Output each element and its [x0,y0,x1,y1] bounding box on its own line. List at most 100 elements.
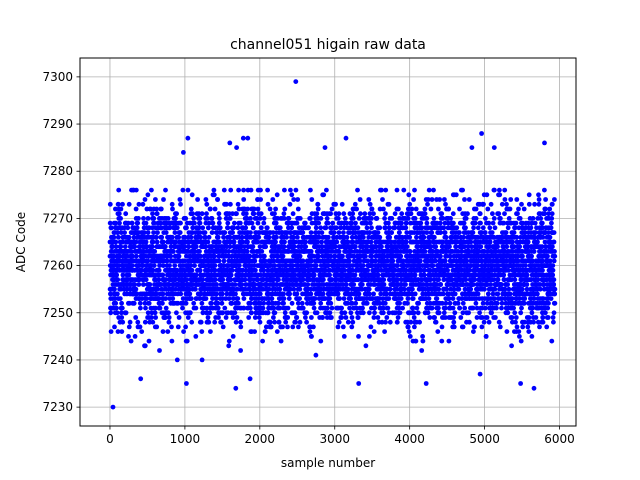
data-point [397,230,402,236]
data-point [439,211,445,217]
data-point [326,234,331,240]
data-point [387,286,393,292]
data-point [368,220,373,226]
data-point [126,324,132,330]
data-point [198,253,203,259]
data-point [431,187,436,193]
data-point [442,230,448,236]
data-point [115,234,121,240]
data-point [261,300,267,306]
data-point [439,338,445,344]
data-point [429,197,435,202]
data-point [145,310,151,316]
data-point [255,220,261,226]
data-point [145,192,151,198]
data-point [160,263,166,268]
data-point [269,296,275,301]
data-point [139,329,145,334]
data-point [478,220,483,226]
data-point [477,310,482,316]
data-point [128,338,134,344]
data-point [160,272,166,278]
data-point [265,201,271,207]
data-point [197,267,203,273]
data-point [228,201,233,207]
data-point [430,263,436,268]
data-point [143,220,149,226]
data-point [162,244,168,250]
data-points [107,79,558,410]
data-point [255,239,261,245]
data-point [394,187,400,193]
data-point [246,315,252,320]
data-point [139,267,145,273]
data-point [438,282,444,287]
data-point [209,230,215,236]
data-point [443,300,449,306]
data-point [431,234,437,240]
data-point [319,239,324,245]
data-point [145,216,151,221]
data-point [177,197,183,202]
data-point [252,329,257,334]
data-point [253,267,258,273]
data-point [285,305,291,311]
data-point [429,305,435,311]
data-point [462,305,468,311]
data-point [135,220,141,226]
data-point [440,291,446,297]
data-point [291,286,297,292]
data-point [314,211,320,217]
data-point [150,225,155,231]
data-point [146,300,152,306]
data-point [328,300,334,306]
data-point [214,291,219,297]
data-point [406,329,412,334]
data-point [166,319,172,325]
data-point [118,244,124,250]
data-point [339,305,344,311]
data-point [374,216,380,221]
data-point [165,329,171,334]
data-point [222,230,228,236]
data-point [241,187,247,193]
data-point [113,206,118,212]
data-point [308,291,314,297]
data-point [221,187,227,193]
data-point [226,296,232,301]
data-point [451,220,456,226]
data-point [367,291,372,297]
data-point [224,201,229,207]
data-point [184,277,190,283]
data-point [191,300,197,306]
data-point [178,291,184,297]
data-point [150,211,155,217]
data-point [224,291,230,297]
data-point [309,315,314,320]
data-point [169,338,175,344]
data-point [192,220,197,226]
data-point [309,197,315,202]
data-point [341,211,347,217]
data-point [293,187,299,193]
data-point [325,220,331,226]
data-point [387,234,393,240]
data-point [153,234,159,240]
data-point [289,300,295,306]
data-point [215,305,221,311]
data-point [428,206,434,212]
data-point [358,211,363,217]
data-point [447,244,452,250]
data-point [231,239,237,245]
data-point [311,300,317,306]
data-point [201,272,207,278]
data-point [230,211,235,217]
data-point [302,220,308,226]
data-point [401,187,407,193]
data-point [340,324,346,330]
data-point [289,225,295,231]
data-point [157,305,163,311]
data-point [166,310,171,316]
data-point [206,225,211,231]
data-point [107,220,113,226]
